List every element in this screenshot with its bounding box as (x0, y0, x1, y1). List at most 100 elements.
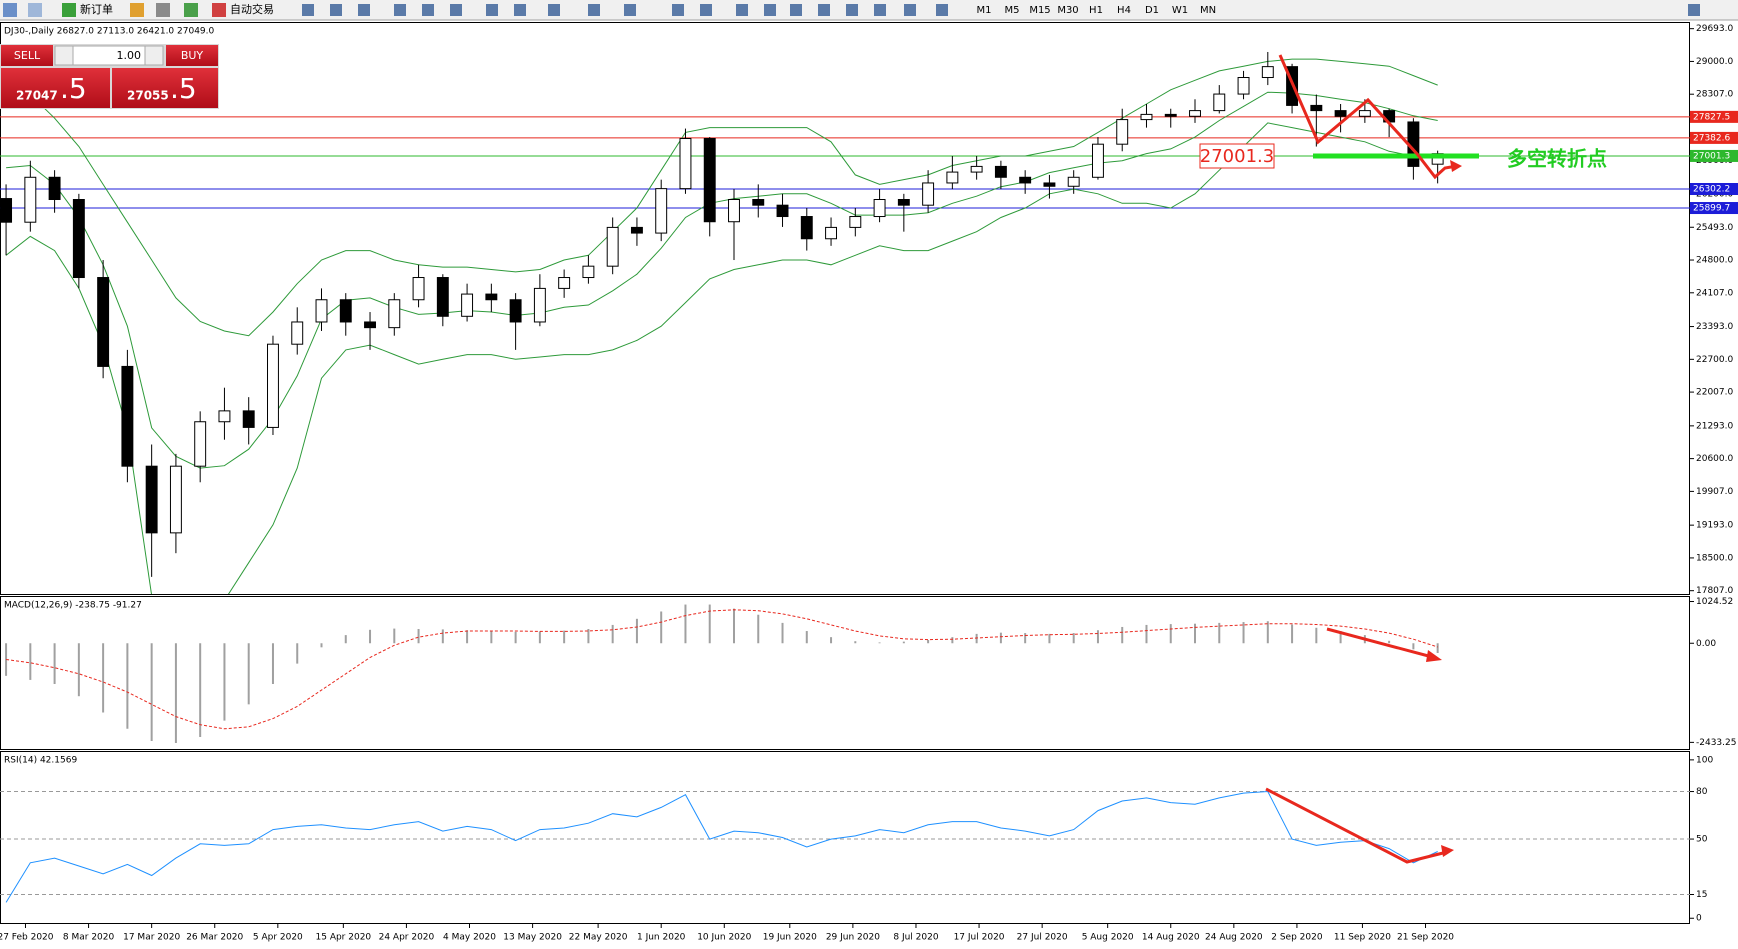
icon[interactable] (358, 4, 370, 16)
icon[interactable] (700, 4, 712, 16)
buy-price-box[interactable] (112, 68, 218, 108)
x-tick-label: 8 Jul 2020 (893, 933, 938, 943)
y-tick-label: 0.00 (1696, 639, 1716, 649)
x-tick-label: 4 May 2020 (443, 933, 496, 943)
icon[interactable] (514, 4, 526, 16)
icon[interactable] (302, 4, 314, 16)
icon[interactable] (904, 4, 916, 16)
icon[interactable] (394, 4, 406, 16)
icon[interactable] (818, 4, 830, 16)
level-label: 26302.2 (1693, 184, 1730, 194)
y-tick-label: 1024.52 (1696, 597, 1733, 607)
sell-label[interactable]: SELL (14, 49, 41, 62)
x-tick-label: 27 Feb 2020 (0, 933, 54, 943)
x-tick-label: 2 Sep 2020 (1271, 933, 1323, 943)
buy-price[interactable]: 27055 (127, 89, 169, 103)
y-tick-label: 22007.0 (1696, 388, 1733, 398)
level-label-bg (1690, 202, 1738, 215)
icon[interactable] (672, 4, 684, 16)
timeframe[interactable]: H4 (1117, 5, 1131, 16)
icon[interactable] (790, 4, 802, 16)
x-tick-label: 11 Sep 2020 (1334, 933, 1391, 943)
new-order[interactable]: 新订单 (80, 2, 113, 16)
candle-body (1213, 93, 1226, 112)
level-label-bg (1690, 149, 1738, 162)
y-tick-label: 50 (1696, 835, 1708, 845)
y-tick-label: 17807.0 (1696, 586, 1733, 596)
candle-body (0, 198, 13, 223)
candle-body (509, 299, 522, 323)
y-tick-label: 28307.0 (1696, 90, 1733, 100)
sell-fraction[interactable]: .5 (60, 72, 87, 105)
icon[interactable] (736, 4, 748, 16)
candle-body (267, 343, 279, 428)
x-tick-label: 5 Apr 2020 (253, 933, 303, 943)
sell-price-box[interactable] (1, 68, 110, 108)
icon[interactable] (62, 3, 76, 17)
icon[interactable] (486, 4, 498, 16)
annotations: 27001.3 多空转折点 (1199, 54, 1607, 864)
level-label: 27382.6 (1693, 133, 1730, 143)
y-tick-label: -2433.25 (1696, 738, 1736, 748)
timeframe[interactable]: H1 (1089, 5, 1103, 16)
timeframe[interactable]: M15 (1029, 5, 1050, 16)
icon[interactable] (130, 3, 144, 17)
lot[interactable]: 1.00 (117, 49, 142, 62)
icon[interactable] (764, 4, 776, 16)
timeframe[interactable]: M1 (977, 5, 992, 16)
y-tick-label: 0 (1696, 914, 1702, 924)
y-tick-label: 24800.0 (1696, 256, 1733, 266)
candle-body (994, 165, 1007, 178)
buy-button[interactable] (166, 45, 218, 66)
timeframe[interactable]: MN (1200, 5, 1216, 16)
icon[interactable] (624, 4, 636, 16)
candle-body (752, 199, 765, 206)
icon[interactable] (330, 4, 342, 16)
pane-title: MACD(12,26,9) -238.75 -91.27 (4, 601, 142, 611)
icon[interactable] (422, 4, 434, 16)
candle-body (145, 465, 158, 534)
icon[interactable] (212, 3, 226, 17)
buy-label[interactable]: BUY (181, 49, 204, 62)
timeframe[interactable]: D1 (1145, 5, 1159, 16)
candle-body (1310, 104, 1323, 112)
lot-down[interactable] (54, 45, 74, 66)
icon[interactable] (184, 3, 198, 17)
sell-price[interactable]: 27047 (16, 89, 58, 103)
icon[interactable] (846, 4, 858, 16)
x-tick-label: 27 Jul 2020 (1017, 933, 1068, 943)
icon[interactable] (874, 4, 886, 16)
candle-body (655, 188, 668, 234)
icon[interactable] (450, 4, 462, 16)
candle-body (922, 182, 935, 206)
candle-body (533, 287, 546, 323)
timeframe[interactable]: M30 (1057, 5, 1078, 16)
candle-body (1358, 110, 1371, 117)
x-tick-label: 1 Jun 2020 (637, 933, 686, 943)
icon[interactable] (3, 3, 17, 17)
icon[interactable] (28, 3, 42, 17)
candle-body (582, 265, 595, 279)
icon[interactable] (548, 4, 560, 16)
level-label: 27827.5 (1693, 112, 1730, 122)
buy-fraction[interactable]: .5 (170, 72, 197, 105)
x-tick-label: 13 May 2020 (503, 933, 562, 943)
icon[interactable] (936, 4, 948, 16)
candle-body (388, 299, 401, 329)
timeframe[interactable]: M5 (1005, 5, 1020, 16)
icon[interactable] (1688, 4, 1700, 16)
icon[interactable] (156, 3, 170, 17)
sell-button[interactable] (1, 45, 53, 66)
macd-signal (6, 609, 1438, 730)
timeframe[interactable]: W1 (1172, 5, 1188, 16)
pane-frame (0, 22, 1690, 595)
arrow-head (1450, 160, 1462, 172)
candle-body (606, 226, 619, 267)
candle-body (291, 321, 304, 345)
auto-trading[interactable]: 自动交易 (230, 2, 274, 16)
x-tick-label: 21 Sep 2020 (1397, 933, 1454, 943)
icon[interactable] (588, 4, 600, 16)
candle-body (1091, 143, 1104, 178)
lot-up[interactable] (144, 45, 164, 66)
x-tick-label: 22 May 2020 (569, 933, 628, 943)
